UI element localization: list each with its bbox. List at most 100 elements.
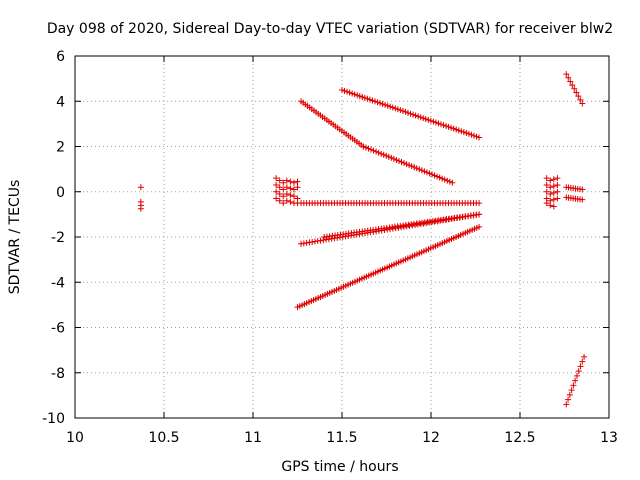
y-axis-label: SDTVAR / TECUs	[7, 180, 23, 295]
data-point-trace-c	[359, 93, 366, 100]
data-point-trace-c	[356, 93, 363, 100]
data-point-trace-b	[375, 149, 382, 156]
data-point-trace-b	[393, 156, 400, 163]
data-point-trace-j	[567, 78, 574, 85]
data-point-trace-b	[413, 165, 420, 172]
data-point-trace-c	[402, 108, 409, 115]
data-point-trace-b	[360, 143, 367, 150]
data-point-trace-j	[565, 74, 572, 81]
data-point-trace-j	[579, 100, 586, 107]
data-point-trace-k	[566, 391, 573, 398]
data-point-trace-c	[377, 100, 384, 107]
data-point-trace-b	[390, 155, 397, 162]
data-point-trace-c	[473, 133, 480, 140]
data-point-cluster-near-12.67	[550, 183, 557, 190]
data-point-trace-b	[408, 163, 415, 170]
data-point-trace-c	[364, 95, 371, 102]
data-point-trace-c	[384, 102, 391, 109]
data-point-cluster-near-11.2	[276, 197, 283, 204]
data-point-trace-b	[406, 162, 413, 169]
data-point-trace-b	[398, 159, 405, 166]
y-tick-label: 2	[56, 140, 65, 156]
data-point-trace-c	[427, 117, 434, 124]
data-point-trace-c	[399, 108, 406, 115]
data-point-trace-c	[389, 104, 396, 111]
data-point-trace-b	[421, 168, 428, 175]
data-point-trace-b	[380, 151, 387, 158]
data-point-trace-b	[439, 175, 446, 182]
x-tick-label: 11.5	[326, 430, 357, 446]
data-point-trace-c	[361, 94, 368, 101]
data-point-trace-c	[422, 115, 429, 122]
data-point-cluster-near-12.67	[543, 188, 550, 195]
data-point-cluster-near-12.67	[550, 176, 557, 183]
data-point-trace-j	[573, 89, 580, 96]
data-point-cluster-near-11.2	[287, 192, 294, 199]
data-point-cluster-near-11.2	[273, 181, 280, 188]
data-point-trace-c	[374, 99, 381, 106]
data-point-trace-c	[455, 127, 462, 134]
data-point-trace-c	[440, 122, 447, 129]
data-point-trace-c	[437, 121, 444, 128]
data-point-trace-k	[577, 363, 584, 370]
x-tick-label: 10	[66, 430, 84, 446]
data-point-trace-d	[476, 200, 483, 207]
data-point-trace-c	[410, 111, 417, 118]
data-point-trace-b	[370, 147, 377, 154]
data-point-trace-k	[570, 382, 577, 389]
data-point-trace-c	[430, 118, 437, 125]
data-point-cluster-near-12.67	[554, 195, 561, 202]
data-point-cluster-near-12.67	[547, 191, 554, 198]
data-point-trace-c	[476, 134, 483, 141]
data-point-cluster-near-11.2	[290, 186, 297, 193]
y-tick-label: -2	[51, 230, 65, 246]
x-tick-label: 12	[422, 430, 440, 446]
data-point-cluster-near-11.2	[287, 178, 294, 185]
data-point-cluster-near-11.2	[280, 193, 287, 200]
data-point-trace-b	[418, 167, 425, 174]
data-point-trace-g	[476, 223, 483, 230]
data-point-cluster-near-12.67	[550, 203, 557, 210]
data-point-trace-c	[341, 87, 348, 94]
data-point-trace-c	[382, 101, 389, 108]
data-point-cluster-near-11.2	[280, 186, 287, 193]
data-point-trace-c	[417, 114, 424, 121]
data-point-trace-b	[423, 169, 430, 176]
data-point-trace-c	[435, 120, 442, 127]
y-tick-label: 6	[56, 49, 65, 65]
data-point-trace-k	[579, 358, 586, 365]
data-point-cluster-near-12.67	[550, 196, 557, 203]
data-point-cluster-near-11.2	[276, 191, 283, 198]
y-tick-label: -4	[51, 275, 65, 291]
data-point-trace-c	[425, 116, 432, 123]
data-point-trace-b	[403, 161, 410, 168]
data-point-trace-k	[573, 372, 580, 379]
data-point-cluster-near-12.67	[554, 181, 561, 188]
data-point-trace-c	[448, 124, 455, 131]
data-point-cluster-near-11.2	[283, 191, 290, 198]
x-tick-label: 13	[600, 430, 618, 446]
axis-ticks: 10 10.5 11 11.5 12 12.5 13 -10 -8 -6 -4 -2 0 2 4 6	[42, 49, 618, 446]
data-point-trace-c	[392, 105, 399, 112]
x-tick-label: 11	[244, 430, 262, 446]
data-point-trace-b	[434, 173, 441, 180]
data-point-cluster-near-11.2	[276, 177, 283, 184]
data-point-trace-c	[404, 109, 411, 116]
data-point-cluster-near-12.67	[554, 175, 561, 182]
data-point-trace-b	[373, 148, 380, 155]
data-point-trace-c	[351, 91, 358, 98]
data-point-trace-c	[394, 106, 401, 113]
y-tick-label: -8	[51, 366, 65, 382]
data-point-trace-c	[458, 128, 465, 135]
data-point-trace-c	[460, 129, 467, 136]
data-point-cluster-near-12.67	[550, 189, 557, 196]
data-point-cluster-near-11.2	[290, 179, 297, 186]
data-point-cluster-near-11.2	[273, 188, 280, 195]
data-point-cluster-near-11.2	[290, 193, 297, 200]
data-point-trace-b	[388, 154, 395, 161]
data-point-trace-b	[436, 174, 443, 181]
data-point-trace-k	[575, 368, 582, 375]
data-point-trace-c	[344, 88, 351, 95]
data-point-trace-b	[367, 146, 374, 153]
